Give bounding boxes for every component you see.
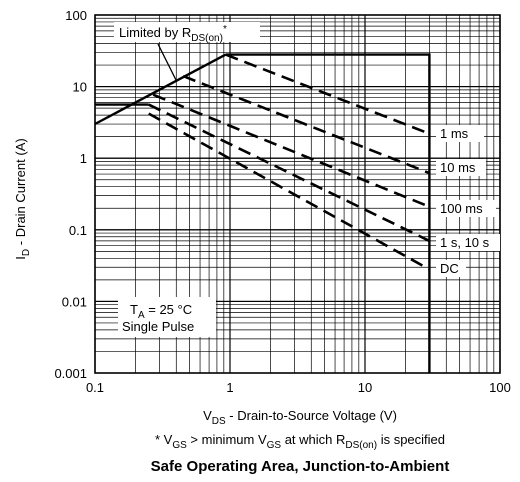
ta-sub: A: [138, 310, 145, 321]
footnote-rest: at which R: [281, 432, 345, 447]
limited-annotation-pointer: [157, 43, 177, 81]
y-axis-label-sub: D: [21, 249, 32, 256]
y-axis-label: ID - Drain Current (A): [13, 138, 32, 259]
y-tick-label: 0.01: [62, 294, 87, 309]
series-line-dc: [148, 112, 431, 271]
footnote-gt: > minimum V: [187, 432, 267, 447]
limited-annotation: Limited by RDS(on)*: [119, 24, 227, 44]
x-tick-label: 0.1: [86, 380, 104, 395]
label-1ms: 1 ms: [440, 126, 469, 141]
limited-sub: DS(on): [191, 33, 223, 44]
label-bg-dc: [436, 260, 466, 277]
y-tick-label: 10: [73, 80, 87, 95]
x-tick-label: 10: [358, 380, 372, 395]
y-axis-label-main: I: [13, 256, 28, 260]
y-axis-label-rest: - Drain Current (A): [13, 138, 28, 249]
footnote-rds-sub: DS(on): [345, 440, 377, 451]
label-1s-10s: 1 s, 10 s: [440, 235, 490, 250]
limited-main: Limited by R: [119, 25, 191, 40]
series-line-limited-by-r-ds-on: [94, 53, 227, 126]
footnote-end: is specified: [377, 432, 445, 447]
ta-annotation: TA = 25 °C: [130, 302, 192, 321]
single-pulse-label: Single Pulse: [122, 319, 194, 334]
y-tick-label: 0.1: [69, 223, 87, 238]
y-tick-label: 1: [80, 151, 87, 166]
label-bg-10ms: [436, 159, 486, 176]
x-tick-label: 1: [226, 380, 233, 395]
label-dc: DC: [440, 261, 459, 276]
ta-rest: = 25 °C: [145, 302, 192, 317]
ta-main: T: [130, 302, 138, 317]
y-tick-label: 100: [65, 8, 87, 23]
series-line-1-ms: [225, 53, 430, 135]
ta-annotation-bg: [118, 297, 216, 337]
series-line-1-s-10-s: [148, 103, 430, 243]
footnote: * VGS > minimum VGS at which RDS(on) is …: [155, 432, 445, 451]
limited-annotation-bg: [114, 22, 260, 42]
footnote-vgs-sub-2: GS: [267, 440, 282, 451]
footnote-star: * V: [155, 432, 173, 447]
label-bg-100ms: [436, 200, 496, 217]
label-10ms: 10 ms: [440, 160, 476, 175]
footnote-vgs-sub: GS: [172, 440, 187, 451]
limited-star: *: [223, 24, 227, 35]
x-axis-label: VDS - Drain-to-Source Voltage (V): [203, 408, 397, 427]
y-tick-label: 0.001: [54, 366, 87, 381]
label-bg-1s: [436, 234, 500, 251]
x-tick-label: 100: [489, 380, 511, 395]
tick-label-layer: 0.1 1 10 100 100 10 1 0.1 0.01 0.001: [54, 8, 510, 395]
x-axis-label-main: V: [203, 408, 212, 423]
label-100ms: 100 ms: [440, 201, 483, 216]
x-axis-label-rest: - Drain-to-Source Voltage (V): [226, 408, 397, 423]
chart-title: Safe Operating Area, Junction-to-Ambient: [151, 458, 450, 475]
x-axis-label-sub: DS: [212, 416, 226, 427]
series-line-10-ms: [182, 74, 430, 175]
series-layer: [94, 53, 431, 373]
plot-frame: [94, 14, 501, 374]
series-line-power-limit-envelope: [225, 53, 431, 373]
series-line-100-ms: [152, 93, 430, 208]
label-bg-1ms: [436, 125, 484, 142]
